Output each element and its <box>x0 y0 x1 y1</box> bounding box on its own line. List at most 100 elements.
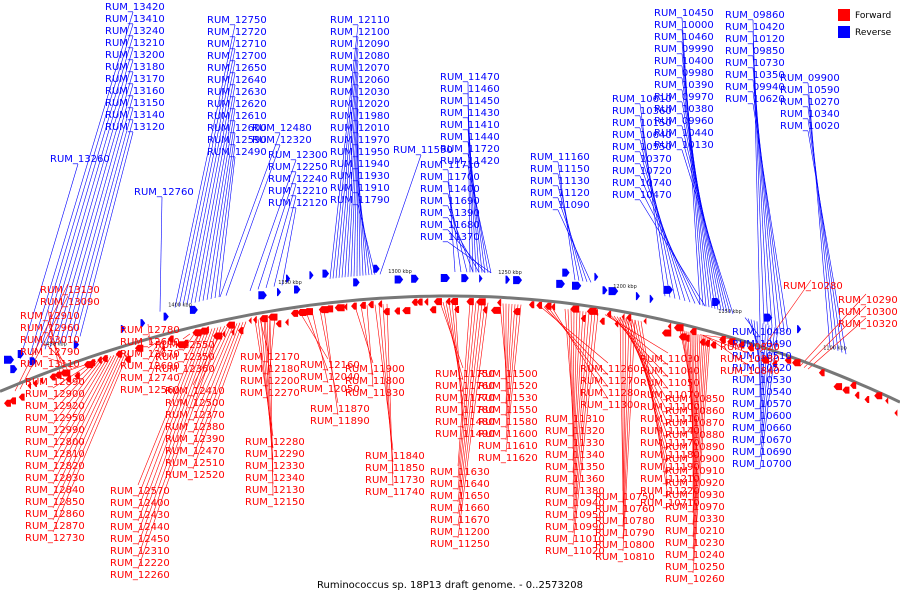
forward-gene-arrow <box>661 329 672 337</box>
forward-label-connector <box>266 317 274 485</box>
reverse-gene-label: RUM_13420 <box>105 2 165 13</box>
reverse-label-connector <box>182 48 236 306</box>
reverse-label-connector <box>467 129 483 273</box>
forward-label-connector <box>692 334 701 514</box>
forward-gene-label: RUM_11270 <box>580 376 640 387</box>
reverse-gene-label: RUM_11470 <box>440 72 500 83</box>
forward-gene-label: RUM_10800 <box>595 540 655 551</box>
reverse-gene-label: RUM_11910 <box>330 183 390 194</box>
forward-label-connector <box>457 302 489 539</box>
forward-gene-label: RUM_12500 <box>165 398 225 409</box>
reverse-label-connector <box>759 323 764 410</box>
forward-gene-arrow <box>466 298 474 306</box>
reverse-label-connector <box>54 71 134 346</box>
reverse-gene-label: RUM_12100 <box>330 27 390 38</box>
forward-gene-label: RUM_12550 <box>155 340 215 351</box>
reverse-label-connector <box>807 118 843 353</box>
reverse-label-connector <box>347 96 359 277</box>
reverse-gene-label: RUM_09990 <box>654 44 714 55</box>
forward-gene-arrow <box>599 317 605 325</box>
forward-gene-arrow <box>221 330 226 338</box>
reverse-gene-label: RUM_10740 <box>612 178 672 189</box>
forward-gene-arrow <box>818 369 825 377</box>
forward-label-connector <box>19 295 69 390</box>
forward-gene-label: RUM_11300 <box>580 400 640 411</box>
forward-gene-label: RUM_11640 <box>430 479 490 490</box>
reverse-label-connector <box>681 137 731 314</box>
reverse-label-connector <box>557 161 576 281</box>
forward-gene-arrow <box>351 302 357 310</box>
reverse-gene-label: RUM_09980 <box>654 68 714 79</box>
forward-gene-arrow <box>760 356 770 364</box>
forward-label-connector <box>692 337 711 574</box>
forward-label-connector <box>505 304 522 453</box>
reverse-label-connector <box>79 131 134 337</box>
reverse-gene-label: RUM_10550 <box>612 142 672 153</box>
reverse-gene-label: RUM_13170 <box>105 74 165 85</box>
reverse-gene-label: RUM_12710 <box>207 39 267 50</box>
forward-gene-label: RUM_11350 <box>545 462 605 473</box>
reverse-gene-label: RUM_10660 <box>732 423 792 434</box>
reverse-label-connector <box>639 187 701 305</box>
forward-label-connector <box>505 304 516 429</box>
reverse-gene-label: RUM_11980 <box>330 111 390 122</box>
reverse-label-connector <box>447 241 492 274</box>
forward-gene-arrow <box>230 328 235 336</box>
forward-label-connector <box>192 322 244 458</box>
reverse-label-connector <box>447 193 468 273</box>
forward-label-connector <box>52 356 109 449</box>
reverse-gene-label: RUM_12750 <box>207 15 267 26</box>
reverse-label-connector <box>353 120 359 277</box>
forward-gene-arrow <box>643 317 647 325</box>
forward-gene-label: RUM_11260 <box>580 364 640 375</box>
reverse-gene-label: RUM_10540 <box>732 387 792 398</box>
forward-gene-label: RUM_12780 <box>120 325 180 336</box>
forward-gene-label: RUM_10760 <box>595 504 655 515</box>
reverse-gene-label: RUM_12490 <box>207 147 267 158</box>
reverse-gene-label: RUM_11460 <box>440 84 500 95</box>
reverse-gene-label: RUM_12070 <box>330 63 390 74</box>
legend-reverse-swatch <box>838 26 850 38</box>
forward-label-connector <box>47 321 65 373</box>
forward-label-connector <box>572 312 590 510</box>
forward-label-connector <box>52 353 121 497</box>
forward-gene-label: RUM_10940 <box>545 498 605 509</box>
forward-label-connector <box>502 303 507 381</box>
reverse-label-connector <box>49 59 134 348</box>
reverse-gene-label: RUM_12240 <box>268 174 328 185</box>
reverse-gene-label: RUM_12620 <box>207 99 267 110</box>
reverse-label-connector <box>218 156 236 298</box>
reverse-gene-label: RUM_12630 <box>207 87 267 98</box>
scale-tick-label: 1100 kbp <box>823 346 847 352</box>
reverse-gene-label: RUM_12320 <box>252 135 312 146</box>
forward-gene-arrow <box>850 381 857 389</box>
forward-label-connector <box>137 326 222 570</box>
forward-gene-arrow <box>253 316 257 324</box>
reverse-gene-label: RUM_11950 <box>330 147 390 158</box>
forward-gene-label: RUM_11200 <box>430 527 490 538</box>
forward-gene-label: RUM_11340 <box>545 450 605 461</box>
forward-label-connector <box>14 283 69 392</box>
forward-gene-arrow <box>580 314 586 322</box>
forward-gene-label: RUM_13110 <box>20 359 80 370</box>
reverse-gene-label: RUM_09860 <box>725 10 785 21</box>
forward-gene-label: RUM_11320 <box>545 426 605 437</box>
forward-label-connector <box>52 358 103 425</box>
forward-label-connector <box>572 310 575 450</box>
reverse-label-connector <box>759 325 770 434</box>
forward-label-connector <box>637 320 669 486</box>
reverse-gene-label: RUM_10360 <box>612 106 672 117</box>
forward-gene-arrow <box>49 373 56 381</box>
forward-gene-arrow <box>161 345 165 353</box>
forward-label-connector <box>192 323 235 422</box>
forward-label-connector <box>192 324 232 410</box>
legend-forward-label: Forward <box>855 11 891 21</box>
forward-gene-label: RUM_10970 <box>665 502 725 513</box>
reverse-label-connector <box>681 29 704 306</box>
forward-label-connector <box>137 331 201 486</box>
reverse-gene-label: RUM_10570 <box>732 399 792 410</box>
reverse-label-connector <box>329 24 359 279</box>
forward-gene-label: RUM_10840 <box>720 366 780 377</box>
forward-label-connector <box>323 309 339 416</box>
forward-gene-arrow <box>476 298 486 306</box>
